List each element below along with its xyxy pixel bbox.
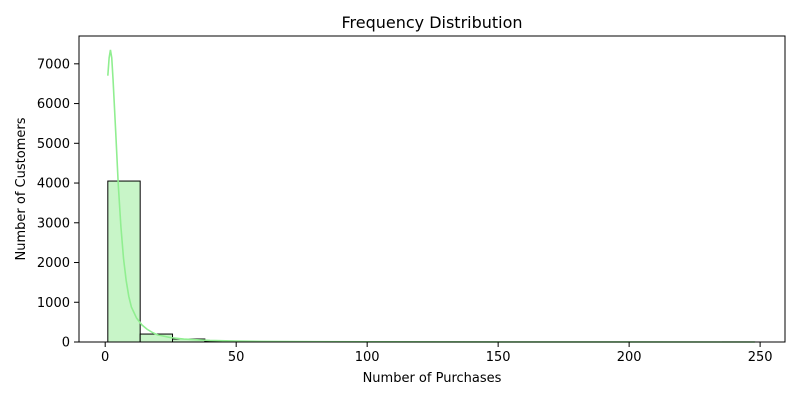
x-axis-ticks: 0 50 100 150 200 250: [101, 342, 773, 365]
y-tick-label: 7000: [37, 57, 70, 72]
y-tick-label: 2000: [37, 256, 70, 271]
x-tick-label: 250: [748, 350, 773, 365]
y-tick-label: 0: [62, 336, 70, 351]
y-tick-label: 3000: [37, 216, 70, 231]
chart-title: Frequency Distribution: [341, 13, 522, 32]
y-tick-label: 4000: [37, 177, 70, 192]
x-tick-label: 50: [228, 350, 245, 365]
histogram-bar: [139, 333, 174, 343]
y-tick-label: 5000: [37, 137, 70, 152]
plot-frame: [78, 35, 786, 343]
x-tick-label: 150: [486, 350, 511, 365]
x-tick-label: 200: [617, 350, 642, 365]
y-tick-label: 6000: [37, 97, 70, 112]
x-tick-label: 0: [101, 350, 109, 365]
y-tick-label: 1000: [37, 296, 70, 311]
y-axis-ticks: 0 1000 2000 3000 4000 5000 6000 7000: [37, 57, 79, 351]
x-tick-label: 100: [355, 350, 380, 365]
x-axis-label: Number of Purchases: [363, 371, 502, 386]
y-axis-label: Number of Customers: [14, 117, 29, 260]
